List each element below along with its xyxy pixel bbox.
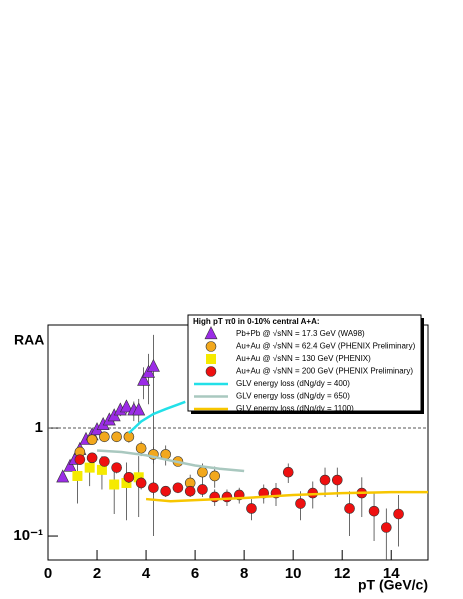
curve <box>128 400 186 434</box>
marker <box>72 470 83 481</box>
marker <box>295 498 306 509</box>
marker <box>368 505 380 517</box>
marker <box>393 508 404 520</box>
marker <box>135 442 147 454</box>
legend-label: Au+Au @ √sNN = 62.4 GeV (PHENIX Prelimin… <box>236 342 416 351</box>
marker <box>137 372 151 386</box>
curve <box>96 449 245 473</box>
marker <box>282 466 294 478</box>
y-tick-label: 1 <box>35 419 43 436</box>
marker <box>205 366 217 377</box>
marker <box>135 477 147 489</box>
marker <box>204 326 218 340</box>
marker <box>63 458 77 472</box>
marker <box>331 474 343 486</box>
marker <box>381 522 392 533</box>
legend-label: Au+Au @ √sNN = 200 GeV (PHENIX Prelimina… <box>236 367 413 376</box>
marker <box>123 431 135 443</box>
x-tick-label: 14 <box>383 565 400 582</box>
legend-label: Pb+Pb @ √sNN = 17.3 GeV (WA98) <box>236 329 365 338</box>
marker <box>86 452 98 464</box>
marker <box>172 482 184 494</box>
x-tick-label: 8 <box>240 565 248 582</box>
marker <box>111 431 122 443</box>
x-tick-label: 10 <box>285 565 302 582</box>
legend-box <box>187 314 422 412</box>
marker <box>99 456 110 467</box>
marker <box>123 471 135 483</box>
y-tick-label: 10⁻¹ <box>13 527 43 544</box>
marker <box>56 469 70 483</box>
marker <box>84 462 95 473</box>
legend-label: Au+Au @ √sNN = 130 GeV (PHENIX) <box>236 354 371 363</box>
marker <box>206 354 216 364</box>
marker <box>74 454 86 465</box>
marker <box>205 341 217 352</box>
marker <box>121 477 132 488</box>
x-tick-label: 12 <box>334 565 351 582</box>
marker <box>109 479 120 490</box>
marker <box>246 503 257 514</box>
marker <box>148 482 159 494</box>
x-tick-label: 6 <box>191 565 199 582</box>
marker <box>160 485 171 497</box>
marker <box>133 472 144 483</box>
x-tick-label: 0 <box>44 565 52 582</box>
legend-label: GLV energy loss (dNg/dy = 650) <box>236 392 350 401</box>
legend-label: GLV energy loss (dNg/dy = 400) <box>236 379 350 388</box>
marker <box>197 466 208 478</box>
legend-title: High pT π0 in 0-10% central A+A: <box>193 317 320 326</box>
marker <box>344 503 355 514</box>
curve <box>145 490 428 503</box>
marker <box>96 464 107 475</box>
marker <box>221 491 233 503</box>
marker <box>132 402 146 416</box>
marker <box>86 434 98 446</box>
x-tick-label: 4 <box>142 565 151 582</box>
x-tick-label: 2 <box>93 565 101 582</box>
marker <box>184 485 196 497</box>
marker <box>146 358 160 372</box>
marker <box>99 431 110 443</box>
marker <box>111 462 122 473</box>
y-axis-label: RAA <box>14 332 44 348</box>
marker <box>209 470 221 482</box>
x-axis-label: pT (GeV/c) <box>358 577 428 593</box>
marker <box>119 399 133 413</box>
marker <box>197 484 208 495</box>
legend-label: GLV energy loss (dNg/dy = 1100) <box>236 404 354 413</box>
marker <box>319 474 331 486</box>
